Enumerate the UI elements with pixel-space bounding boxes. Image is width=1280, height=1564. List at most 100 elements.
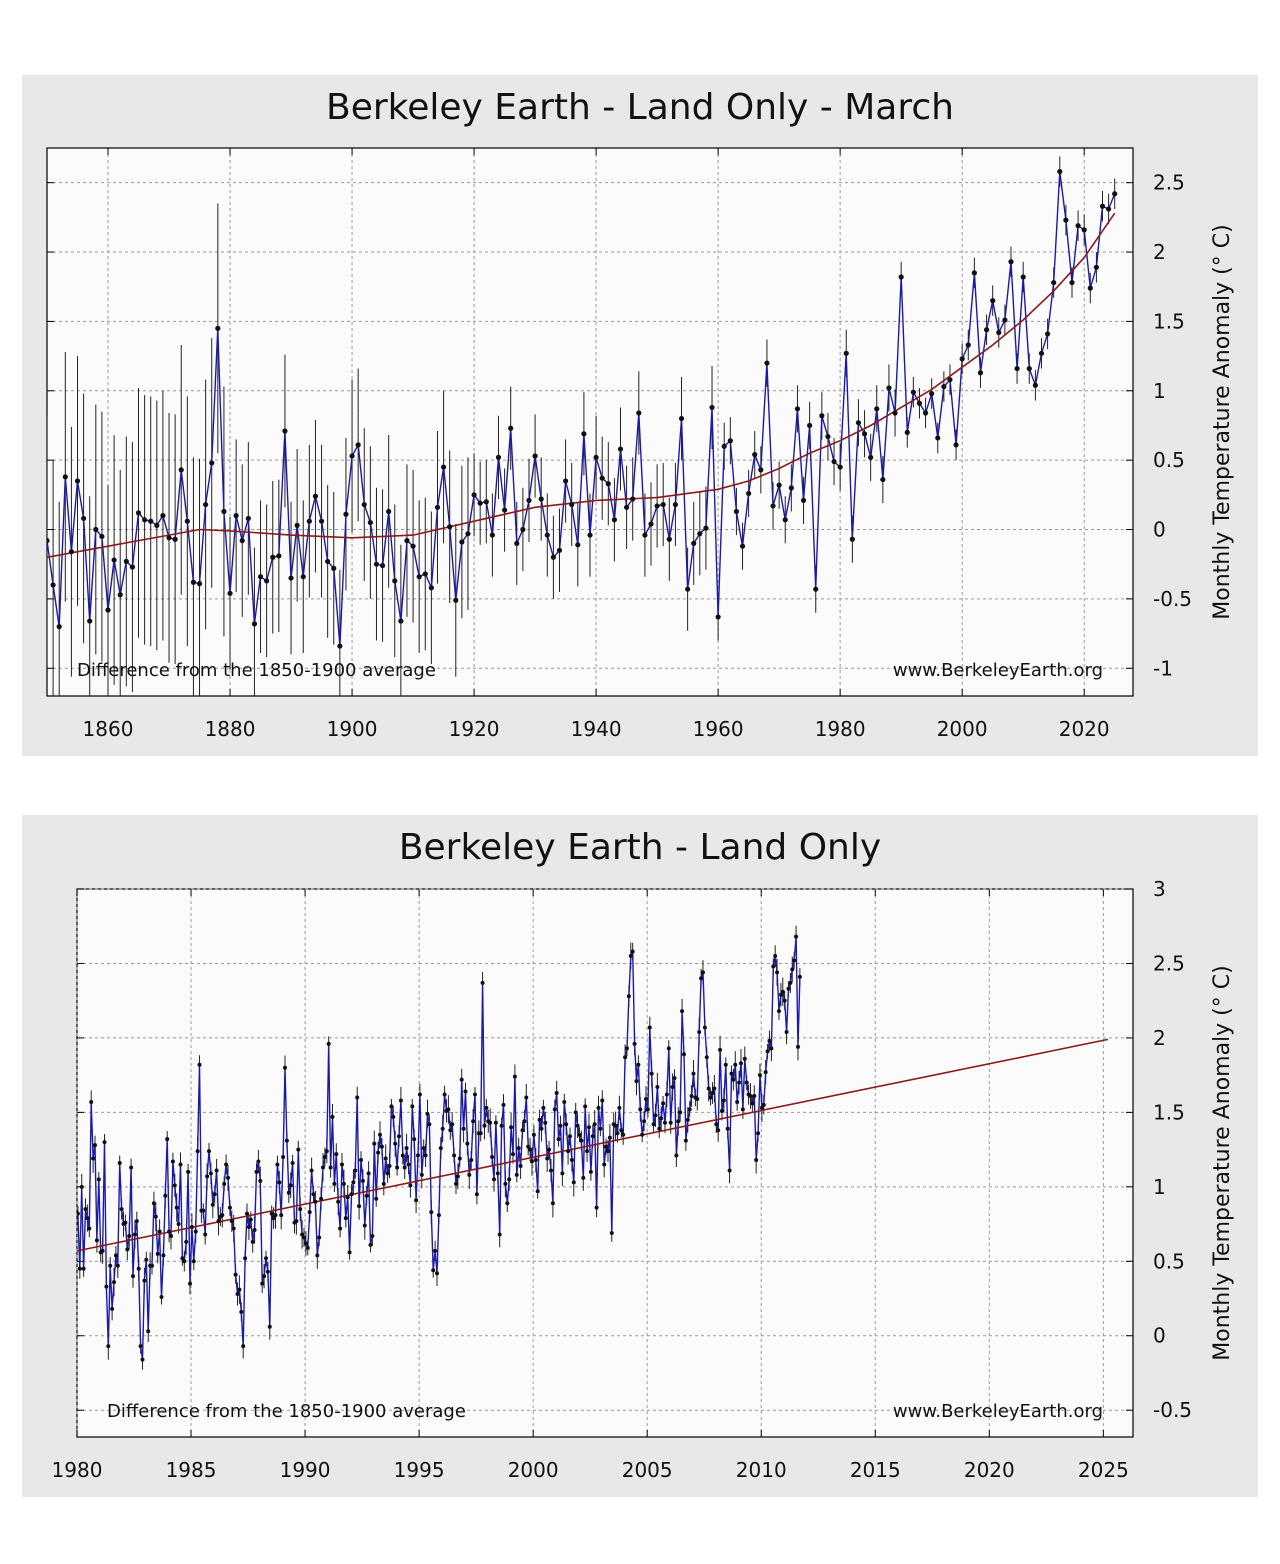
data-point	[1075, 223, 1081, 229]
data-point	[326, 1041, 331, 1046]
x-tick-label: 2000	[508, 1458, 559, 1482]
data-point	[681, 1052, 686, 1057]
data-point	[638, 1107, 643, 1112]
data-point	[599, 475, 605, 481]
data-layer	[47, 156, 1118, 696]
data-point	[87, 618, 93, 624]
data-point	[239, 538, 245, 544]
data-point	[660, 501, 666, 508]
data-point	[269, 1211, 274, 1216]
data-point	[367, 519, 373, 526]
data-point	[556, 1137, 561, 1142]
data-point	[623, 1055, 628, 1060]
data-point	[526, 1144, 531, 1149]
data-point	[971, 270, 977, 276]
x-tick-label: 2025	[1078, 1458, 1129, 1482]
data-point	[210, 1202, 215, 1207]
data-point	[776, 1009, 781, 1014]
data-point	[562, 1099, 567, 1104]
data-point	[83, 1207, 88, 1212]
data-point	[408, 1183, 413, 1188]
data-point	[825, 433, 831, 440]
data-point	[910, 389, 916, 395]
data-point	[421, 1146, 426, 1151]
data-point	[472, 1092, 477, 1097]
data-point	[941, 384, 947, 390]
data-point	[712, 1086, 717, 1091]
x-tick-label: 1980	[52, 1458, 103, 1482]
y-tick-label: 2	[1153, 240, 1166, 264]
data-point	[452, 1153, 457, 1158]
data-point	[343, 511, 349, 517]
data-point	[507, 1177, 512, 1182]
data-point	[208, 1171, 213, 1176]
data-point	[440, 464, 447, 470]
data-point	[300, 574, 306, 580]
data-point	[319, 1196, 324, 1201]
data-point	[87, 1226, 92, 1231]
data-point	[129, 564, 136, 570]
data-point	[123, 1220, 128, 1225]
data-point	[520, 1128, 525, 1133]
data-point	[794, 406, 801, 412]
data-point	[983, 327, 990, 333]
data-point	[322, 1155, 327, 1160]
data-point	[1057, 168, 1063, 175]
data-point	[1051, 279, 1057, 286]
data-point	[318, 518, 325, 524]
data-point	[290, 1161, 295, 1165]
annotation-source: www.BerkeleyEarth.org	[893, 1401, 1103, 1422]
data-point	[396, 1134, 401, 1139]
x-tick-label: 2020	[964, 1458, 1015, 1482]
data-point	[410, 543, 416, 549]
data-point	[220, 1213, 225, 1218]
data-point	[188, 1281, 193, 1286]
data-point	[56, 624, 62, 630]
data-point	[778, 992, 783, 997]
data-point	[996, 329, 1002, 336]
data-point	[886, 385, 892, 391]
data-point	[170, 1159, 175, 1164]
data-point	[571, 1180, 576, 1185]
data-point	[761, 1102, 766, 1107]
y-tick-label: 1	[1153, 379, 1166, 403]
data-point	[756, 1131, 761, 1136]
data-point	[355, 1095, 360, 1100]
data-point	[758, 467, 764, 473]
data-point	[471, 1119, 476, 1124]
data-point	[129, 1165, 134, 1170]
annotation-baseline: Difference from the 1850-1900 average	[107, 1401, 466, 1422]
data-point	[221, 508, 227, 515]
data-point	[837, 464, 843, 470]
data-point	[227, 590, 233, 596]
data-point	[252, 1228, 257, 1233]
data-point	[180, 1256, 185, 1261]
y-tick-label: 1	[1153, 1175, 1166, 1199]
data-point	[922, 410, 929, 416]
chart-monthly-svg: 1980 1985 1990 1995 2000 2005 2010 2015 2020 2025…	[52, 877, 1235, 1482]
data-point	[267, 1324, 272, 1329]
data-point	[640, 1132, 645, 1137]
data-point	[689, 1093, 694, 1098]
x-tick-label: 2000	[937, 717, 988, 741]
data-point	[843, 350, 849, 356]
data-point	[203, 501, 209, 508]
data-point	[1044, 331, 1051, 337]
data-point	[1032, 382, 1038, 388]
data-point	[611, 517, 618, 523]
data-point	[880, 476, 886, 483]
data-point	[709, 404, 715, 411]
data-point	[538, 496, 544, 502]
data-point	[649, 1071, 654, 1076]
data-point	[626, 994, 631, 999]
data-point	[735, 1099, 740, 1104]
chart-panel-march: Berkeley Earth - Land Only - March 1860 1…	[22, 75, 1258, 756]
data-point	[483, 499, 489, 505]
data-point	[383, 1156, 388, 1161]
data-point	[190, 579, 197, 585]
data-point	[643, 1096, 648, 1101]
data-point	[62, 474, 68, 480]
data-point	[725, 1126, 730, 1131]
data-point	[573, 1110, 578, 1115]
data-point	[331, 565, 337, 571]
